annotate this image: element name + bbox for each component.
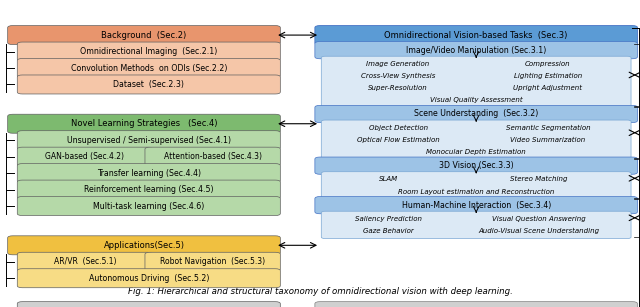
FancyBboxPatch shape xyxy=(17,42,280,61)
Text: Multi-task learning (Sec.4.6): Multi-task learning (Sec.4.6) xyxy=(93,202,204,211)
FancyBboxPatch shape xyxy=(17,302,280,307)
FancyBboxPatch shape xyxy=(315,157,637,174)
Text: Scene Understanding  (Sec.3.2): Scene Understanding (Sec.3.2) xyxy=(414,110,538,119)
FancyBboxPatch shape xyxy=(321,120,631,160)
FancyBboxPatch shape xyxy=(17,252,152,271)
Text: Autonomous Driving  (Sec.5.2): Autonomous Driving (Sec.5.2) xyxy=(88,274,209,283)
Text: Super-Resolution: Super-Resolution xyxy=(368,85,428,91)
FancyBboxPatch shape xyxy=(315,105,637,122)
FancyBboxPatch shape xyxy=(8,25,280,45)
Text: Monocular Depth Estimation: Monocular Depth Estimation xyxy=(426,149,526,155)
Text: Saliency Prediction: Saliency Prediction xyxy=(355,216,422,222)
Text: Transfer learning (Sec.4.4): Transfer learning (Sec.4.4) xyxy=(97,169,201,178)
Text: Image/Video Manipulation (Sec.3.1): Image/Video Manipulation (Sec.3.1) xyxy=(406,46,547,55)
Text: Cross-View Synthesis: Cross-View Synthesis xyxy=(361,73,435,79)
Text: Semantic Segmentation: Semantic Segmentation xyxy=(506,125,590,131)
FancyBboxPatch shape xyxy=(321,172,631,199)
Text: Novel Learning Strategies   (Sec.4): Novel Learning Strategies (Sec.4) xyxy=(71,119,217,128)
Text: Object Detection: Object Detection xyxy=(369,125,428,131)
Text: Attention-based (Sec.4.3): Attention-based (Sec.4.3) xyxy=(164,152,262,161)
FancyBboxPatch shape xyxy=(17,131,280,150)
Text: Optical Flow Estimation: Optical Flow Estimation xyxy=(356,137,440,143)
FancyBboxPatch shape xyxy=(315,302,637,307)
Text: Dataset  (Sec.2.3): Dataset (Sec.2.3) xyxy=(113,80,184,89)
FancyBboxPatch shape xyxy=(17,59,280,77)
Text: Background  (Sec.2): Background (Sec.2) xyxy=(101,31,187,40)
FancyBboxPatch shape xyxy=(17,180,280,199)
Text: Lighting Estimation: Lighting Estimation xyxy=(514,73,582,79)
Text: Room Layout estimation and Reconstruction: Room Layout estimation and Reconstructio… xyxy=(398,188,554,195)
Text: Unsupervised / Semi-supervised (Sec.4.1): Unsupervised / Semi-supervised (Sec.4.1) xyxy=(67,136,231,145)
Text: Fig. 1: Hierarchical and structural taxonomy of omnidirectional vision with deep: Fig. 1: Hierarchical and structural taxo… xyxy=(127,287,513,296)
Text: GAN-based (Sec.4.2): GAN-based (Sec.4.2) xyxy=(45,152,124,161)
Text: Convolution Methods  on ODIs (Sec.2.2): Convolution Methods on ODIs (Sec.2.2) xyxy=(70,64,227,72)
Text: Visual Question Answering: Visual Question Answering xyxy=(492,216,586,222)
FancyBboxPatch shape xyxy=(321,211,631,239)
Text: Stereo Matching: Stereo Matching xyxy=(510,176,568,182)
Text: Omnidirectional Vision-based Tasks  (Sec.3): Omnidirectional Vision-based Tasks (Sec.… xyxy=(385,31,568,40)
Text: SLAM: SLAM xyxy=(379,176,398,182)
FancyBboxPatch shape xyxy=(321,56,631,108)
Text: Omnidirectional Imaging  (Sec.2.1): Omnidirectional Imaging (Sec.2.1) xyxy=(80,47,218,56)
FancyBboxPatch shape xyxy=(17,269,280,288)
FancyBboxPatch shape xyxy=(315,196,637,214)
FancyBboxPatch shape xyxy=(8,114,280,133)
Text: Compression: Compression xyxy=(525,61,571,67)
FancyBboxPatch shape xyxy=(17,147,152,166)
Text: Reinforcement learning (Sec.4.5): Reinforcement learning (Sec.4.5) xyxy=(84,185,214,194)
FancyBboxPatch shape xyxy=(315,41,637,59)
FancyBboxPatch shape xyxy=(145,147,280,166)
FancyBboxPatch shape xyxy=(17,75,280,94)
Text: AR/VR  (Sec.5.1): AR/VR (Sec.5.1) xyxy=(54,257,116,266)
Text: Video Summarization: Video Summarization xyxy=(510,137,586,143)
Text: Image Generation: Image Generation xyxy=(367,61,429,67)
Text: Upright Adjustment: Upright Adjustment xyxy=(513,85,582,91)
FancyBboxPatch shape xyxy=(8,236,280,255)
Text: Applications(Sec.5): Applications(Sec.5) xyxy=(104,241,184,250)
Text: Audio-Visual Scene Understanding: Audio-Visual Scene Understanding xyxy=(478,228,599,234)
Text: Human-Machine Interaction  (Sec.3.4): Human-Machine Interaction (Sec.3.4) xyxy=(401,201,551,210)
Text: Robot Navigation  (Sec.5.3): Robot Navigation (Sec.5.3) xyxy=(160,257,265,266)
FancyBboxPatch shape xyxy=(17,164,280,183)
Text: Omnidirectional Vision with Deep Learning: Omnidirectional Vision with Deep Learnin… xyxy=(187,6,453,20)
Text: Gaze Behavior: Gaze Behavior xyxy=(364,228,414,234)
Text: Visual Quality Assessment: Visual Quality Assessment xyxy=(430,97,522,103)
FancyBboxPatch shape xyxy=(315,25,637,45)
FancyBboxPatch shape xyxy=(145,252,280,271)
FancyBboxPatch shape xyxy=(17,196,280,216)
Text: 3D Vision (Sec.3.3): 3D Vision (Sec.3.3) xyxy=(439,161,513,170)
